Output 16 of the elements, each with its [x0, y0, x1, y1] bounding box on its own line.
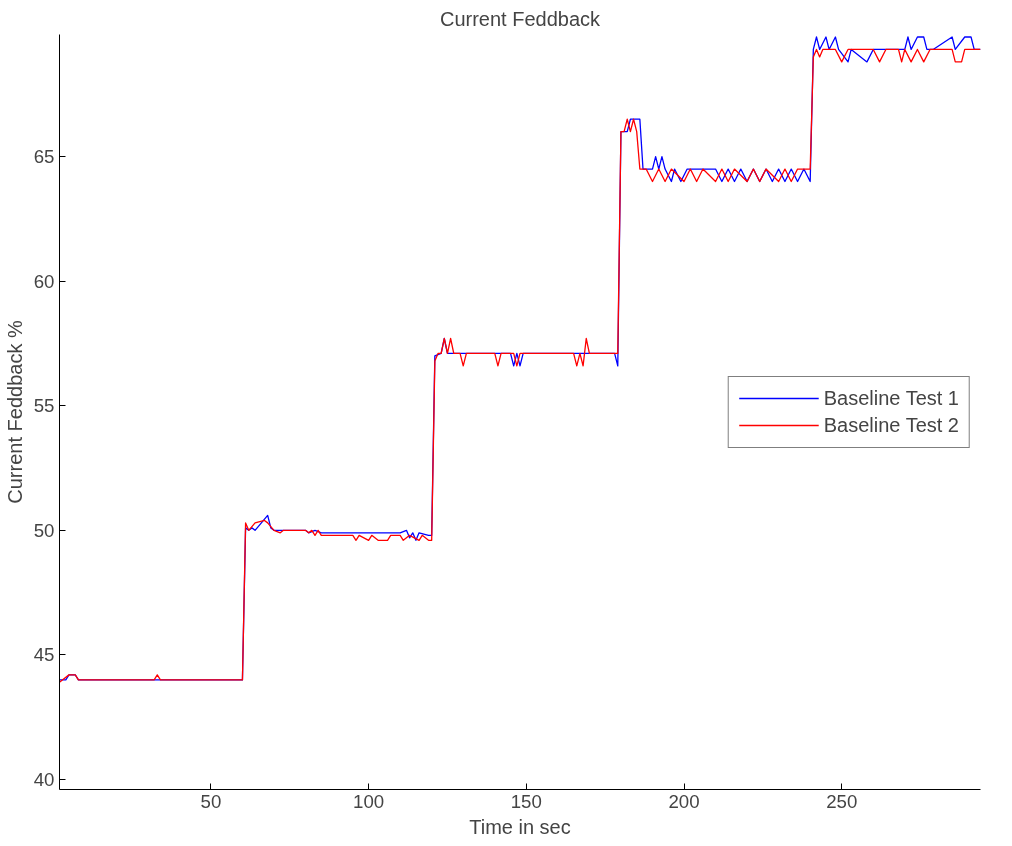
y-tick-label: 45	[33, 644, 55, 666]
legend-label: Baseline Test 1	[823, 386, 959, 410]
legend-label: Baseline Test 2	[823, 413, 959, 437]
x-tick-label: 50	[200, 790, 222, 812]
y-tick-label: 60	[33, 270, 55, 292]
y-tick-label: 40	[33, 769, 55, 791]
x-tick-label: 200	[668, 790, 700, 812]
x-tick-label: 100	[353, 790, 385, 812]
y-tick-label: 55	[33, 395, 55, 417]
chart-title: Current Feddback	[439, 7, 602, 30]
y-axis-title: Current Feddback %	[3, 320, 26, 504]
y-tick-label: 65	[33, 146, 55, 168]
x-axis-title: Time in sec	[469, 815, 571, 838]
x-tick-label: 150	[510, 790, 542, 812]
y-tick-label: 50	[33, 519, 55, 541]
x-tick-label: 250	[826, 790, 858, 812]
